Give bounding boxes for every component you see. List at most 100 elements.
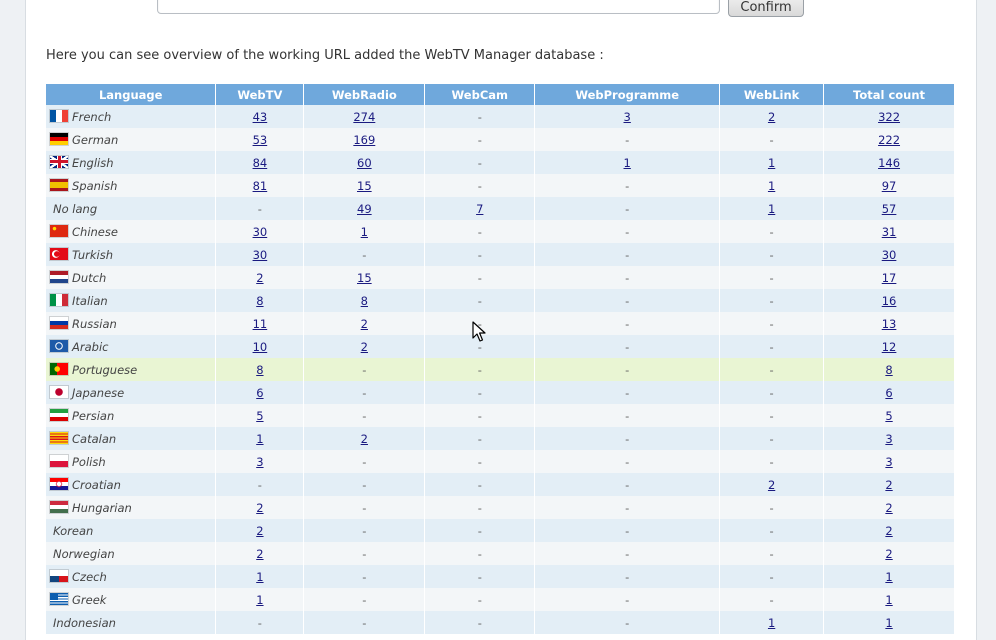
weblink-cell: - [719,450,825,473]
total-count-link[interactable]: 12 [881,339,897,354]
total-count-link[interactable]: 16 [881,293,897,308]
weblink-count-link[interactable]: 2 [767,109,776,124]
webcam-cell: - [424,128,536,151]
empty-value: - [625,454,630,469]
total-count-link[interactable]: 3 [885,454,893,469]
flag-cn-icon [50,224,68,237]
webtv-count-link[interactable]: 2 [256,500,264,515]
webprogramme-count-link[interactable]: 1 [623,155,631,170]
total-count-link[interactable]: 1 [885,615,893,630]
empty-value: - [477,500,482,515]
confirm-button[interactable]: Confirm [728,0,804,17]
total-count-link[interactable]: 6 [885,385,893,400]
webprogramme-cell: 3 [534,105,721,128]
weblink-count-link[interactable]: 1 [767,201,776,216]
webtv-count-link[interactable]: 11 [252,316,268,331]
webtv-count-link[interactable]: 8 [256,362,264,377]
webtv-count-link[interactable]: 5 [256,408,264,423]
weblink-count-link[interactable]: 1 [767,615,776,630]
flag-nl-icon [50,270,68,283]
empty-value: - [625,132,630,147]
total-cell: 8 [823,358,955,381]
total-count-link[interactable]: 322 [878,109,901,124]
total-count-link[interactable]: 5 [885,408,893,423]
empty-value: - [477,247,482,262]
webradio-cell: 1 [303,220,426,243]
webtv-cell: 3 [215,450,305,473]
weblink-count-link[interactable]: 1 [767,155,776,170]
total-count-link[interactable]: 2 [885,546,893,561]
webradio-count-link[interactable]: 60 [357,155,372,170]
webtv-count-link[interactable]: 3 [256,454,264,469]
webtv-count-link[interactable]: 6 [256,385,264,400]
webprogramme-count-link[interactable]: 3 [623,109,631,124]
webradio-count-link[interactable]: 274 [353,109,376,124]
webtv-cell: - [215,197,305,220]
total-count-link[interactable]: 13 [881,316,897,331]
header-total-count: Total count [823,84,955,105]
webprogramme-cell: - [534,335,721,358]
webtv-count-link[interactable]: 1 [256,431,264,446]
webtv-cell: 1 [215,588,305,611]
language-label: French [72,109,112,124]
webradio-count-link[interactable]: 2 [360,339,368,354]
language-cell: Polish [46,450,217,473]
header-language: Language [46,84,217,105]
webradio-count-link[interactable]: 2 [360,316,368,331]
webradio-count-link[interactable]: 49 [357,201,372,216]
webtv-count-link[interactable]: 81 [252,178,268,193]
total-count-link[interactable]: 222 [878,132,901,147]
webradio-count-link[interactable]: 15 [357,270,372,285]
webradio-count-link[interactable]: 15 [357,178,372,193]
empty-value: - [477,385,482,400]
total-count-link[interactable]: 30 [881,247,897,262]
weblink-count-link[interactable]: 1 [767,178,776,193]
webtv-cell: 30 [215,243,305,266]
language-label: Greek [72,592,107,607]
webtv-count-link[interactable]: 2 [256,270,264,285]
webradio-cell: 2 [303,312,426,335]
webtv-count-link[interactable]: 2 [256,546,264,561]
webradio-count-link[interactable]: 8 [360,293,368,308]
webtv-count-link[interactable]: 30 [252,247,268,262]
webtv-count-link[interactable]: 1 [256,569,264,584]
empty-value: - [625,615,630,630]
total-count-link[interactable]: 2 [885,500,893,515]
url-input[interactable] [157,0,720,14]
empty-value: - [625,592,630,607]
empty-value: - [362,500,367,515]
webtv-count-link[interactable]: 10 [252,339,268,354]
webtv-count-link[interactable]: 53 [252,132,268,147]
total-count-link[interactable]: 2 [885,523,893,538]
webtv-count-link[interactable]: 84 [252,155,268,170]
webtv-count-link[interactable]: 2 [256,523,264,538]
total-count-link[interactable]: 8 [885,362,893,377]
webcam-cell: - [424,220,536,243]
total-count-link[interactable]: 1 [885,592,893,607]
webradio-count-link[interactable]: 169 [353,132,376,147]
total-count-link[interactable]: 17 [881,270,897,285]
webcam-count-link[interactable]: 7 [476,201,484,216]
total-count-link[interactable]: 31 [881,224,897,239]
webtv-count-link[interactable]: 8 [256,293,264,308]
webprogramme-cell: - [534,220,721,243]
weblink-cell: - [719,427,825,450]
total-count-link[interactable]: 1 [885,569,893,584]
webradio-cell: - [303,496,426,519]
webradio-count-link[interactable]: 2 [360,431,368,446]
webtv-count-link[interactable]: 43 [252,109,268,124]
total-count-link[interactable]: 146 [878,155,901,170]
empty-value: - [625,293,630,308]
webradio-count-link[interactable]: 1 [360,224,368,239]
webprogramme-cell: - [534,197,721,220]
total-count-link[interactable]: 3 [885,431,893,446]
webtv-count-link[interactable]: 30 [252,224,268,239]
empty-value: - [477,615,482,630]
weblink-count-link[interactable]: 2 [767,477,776,492]
total-count-link[interactable]: 2 [885,477,893,492]
table-row: Japanese 6 - - - - 6 [46,381,955,404]
total-count-link[interactable]: 97 [881,178,897,193]
webtv-count-link[interactable]: 1 [256,592,264,607]
webradio-cell: - [303,358,426,381]
total-count-link[interactable]: 57 [881,201,897,216]
